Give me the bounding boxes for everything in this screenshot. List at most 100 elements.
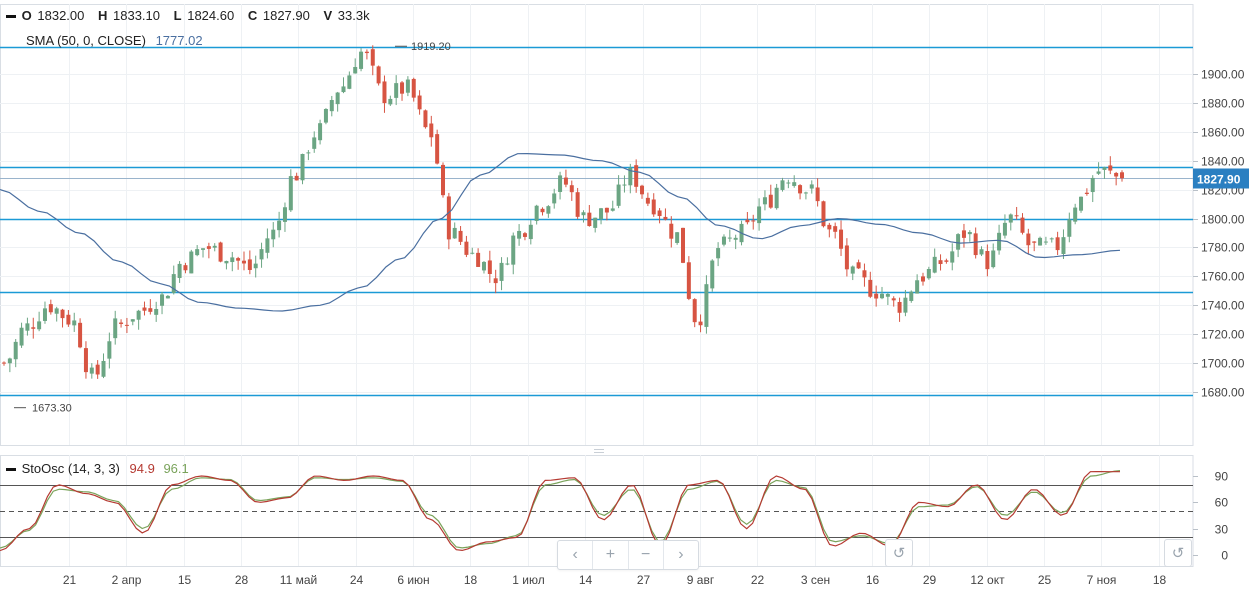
candle-body: [1002, 222, 1007, 236]
candle: [885, 292, 890, 306]
candle-body: [124, 324, 129, 326]
candle-body: [651, 199, 656, 215]
candle-body: [833, 226, 838, 232]
candle: [13, 338, 18, 368]
zoom-out-button[interactable]: −: [629, 541, 664, 569]
candle-body: [236, 258, 241, 261]
reset-zoom-button[interactable]: ↺: [885, 539, 913, 567]
candle: [997, 224, 1002, 255]
x-tick-label: 16: [866, 573, 880, 587]
candle: [388, 95, 393, 106]
candle-body: [563, 177, 568, 185]
x-tick-label: 2 апр: [112, 573, 142, 587]
candle: [394, 75, 399, 106]
candle: [850, 265, 855, 281]
candle: [745, 212, 750, 225]
candle: [66, 310, 71, 327]
candle: [575, 187, 580, 220]
candle: [809, 180, 814, 194]
candle: [160, 292, 165, 315]
candle-body: [862, 270, 867, 278]
candle: [306, 150, 311, 161]
candle: [733, 234, 738, 250]
candle-body: [189, 251, 194, 274]
x-tick-label: 28: [235, 573, 249, 587]
candle: [698, 314, 703, 333]
candle: [341, 77, 346, 94]
candle: [470, 247, 475, 255]
candle: [312, 131, 317, 153]
last-price-label: 1827.90: [1197, 173, 1241, 187]
candle-body: [195, 249, 200, 256]
candle: [54, 306, 59, 322]
candle-body: [435, 134, 440, 164]
candle: [721, 234, 726, 247]
candle: [938, 254, 943, 271]
candle: [429, 115, 434, 147]
candle-body: [60, 309, 65, 319]
candle-body: [961, 230, 966, 238]
candle-body: [241, 260, 246, 264]
candle: [803, 191, 808, 200]
candle: [101, 353, 106, 379]
candle: [915, 274, 920, 294]
x-tick-label: 3 сен: [801, 573, 830, 587]
candle: [640, 184, 645, 199]
y-tick-label: 1780.00: [1201, 241, 1245, 255]
candle-body: [1084, 192, 1089, 194]
osc-y-tick-label: 60: [1215, 496, 1229, 510]
candle-body: [663, 216, 668, 220]
candle-body: [751, 220, 756, 222]
candle-body: [511, 235, 516, 265]
collapse-dash-icon[interactable]: [6, 468, 16, 472]
candle: [493, 269, 498, 294]
candle: [476, 248, 481, 267]
candle-body: [522, 233, 527, 237]
x-tick-label: 18: [464, 573, 478, 587]
candle-body: [944, 260, 949, 262]
candle: [792, 175, 797, 188]
candle-body: [505, 263, 510, 265]
candle: [716, 242, 721, 267]
reset-scale-button[interactable]: ↺: [1164, 539, 1192, 567]
x-tick-label: 7 ноя: [1087, 573, 1117, 587]
candle-body: [300, 153, 305, 181]
candle: [973, 227, 978, 259]
candle: [288, 169, 293, 212]
candle: [382, 75, 387, 113]
candle-body: [89, 367, 94, 374]
candle: [1032, 241, 1037, 252]
candle: [821, 200, 826, 228]
candle-body: [148, 308, 153, 312]
candle-body: [803, 192, 808, 194]
candle: [1049, 237, 1054, 243]
candle: [300, 153, 305, 185]
candle: [563, 169, 568, 188]
candle: [1102, 166, 1107, 179]
candle: [651, 193, 656, 217]
open-key: O: [21, 8, 32, 23]
candle-body: [411, 78, 416, 98]
collapse-dash-icon[interactable]: [6, 15, 16, 19]
candle-body: [616, 184, 621, 206]
x-tick-label: 15: [178, 573, 192, 587]
candle-body: [792, 182, 797, 186]
candle-body: [1096, 171, 1101, 174]
y-tick-label: 1840.00: [1201, 155, 1245, 169]
scroll-left-button[interactable]: ‹: [558, 541, 594, 569]
scroll-right-button[interactable]: ›: [678, 546, 684, 563]
candle: [1090, 175, 1095, 203]
candle: [909, 290, 914, 303]
candle-body: [95, 364, 100, 375]
zoom-in-button[interactable]: +: [593, 541, 629, 569]
candle: [692, 298, 697, 328]
candle: [774, 183, 779, 210]
y-tick-label: 1700.00: [1201, 357, 1245, 371]
candle-body: [259, 249, 264, 260]
candle-body: [569, 185, 574, 193]
candle: [956, 233, 961, 258]
candle-body: [136, 310, 141, 320]
candle-body: [481, 261, 486, 271]
candle: [89, 363, 94, 379]
